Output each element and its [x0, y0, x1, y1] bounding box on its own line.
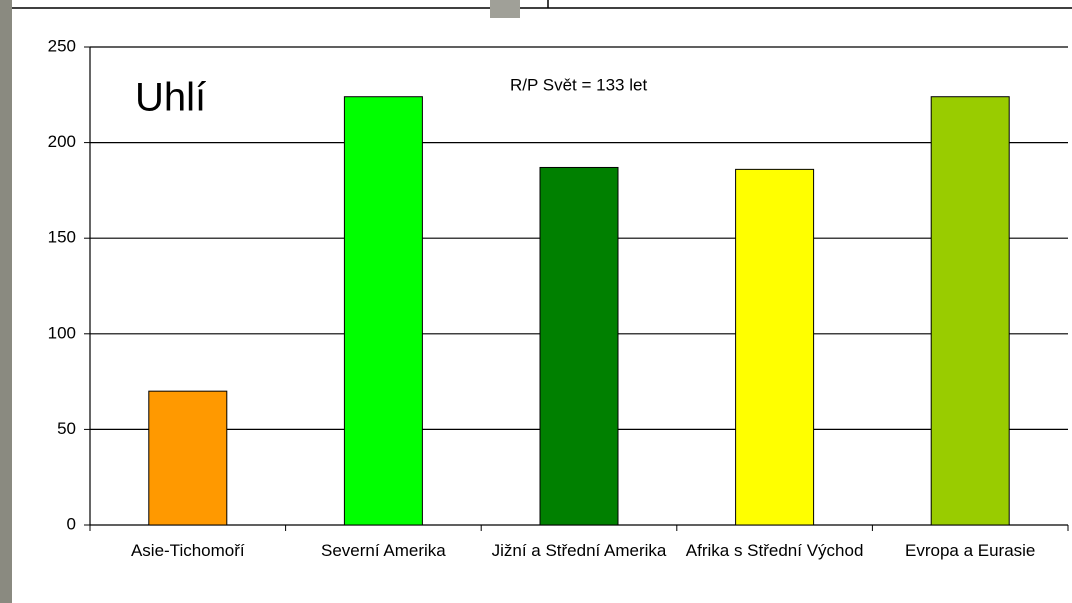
- y-tick-label: 150: [48, 228, 76, 247]
- x-tick-label: Asie-Tichomoří: [130, 541, 245, 560]
- bar: [148, 390, 228, 526]
- y-tick-label: 250: [48, 36, 76, 55]
- y-tick-label: 0: [67, 514, 76, 533]
- bar: [343, 96, 423, 526]
- side-strip: [0, 0, 12, 603]
- x-tick-label: Jižní a Střední Amerika: [491, 541, 667, 560]
- bar: [930, 96, 1010, 526]
- x-tick-label: Afrika s Střední Východ: [685, 541, 864, 560]
- y-tick-label: 200: [48, 132, 76, 151]
- annotation: R/P Svět = 133 let: [510, 75, 647, 94]
- top-tab: [490, 0, 520, 18]
- bar: [539, 166, 619, 526]
- bar: [735, 168, 815, 526]
- chart-title: Uhlí: [135, 76, 206, 120]
- y-tick-label: 100: [48, 323, 76, 342]
- y-tick-label: 50: [57, 419, 76, 438]
- x-tick-label: Evropa a Eurasie: [904, 541, 1036, 560]
- x-tick-label: Severní Amerika: [321, 541, 446, 560]
